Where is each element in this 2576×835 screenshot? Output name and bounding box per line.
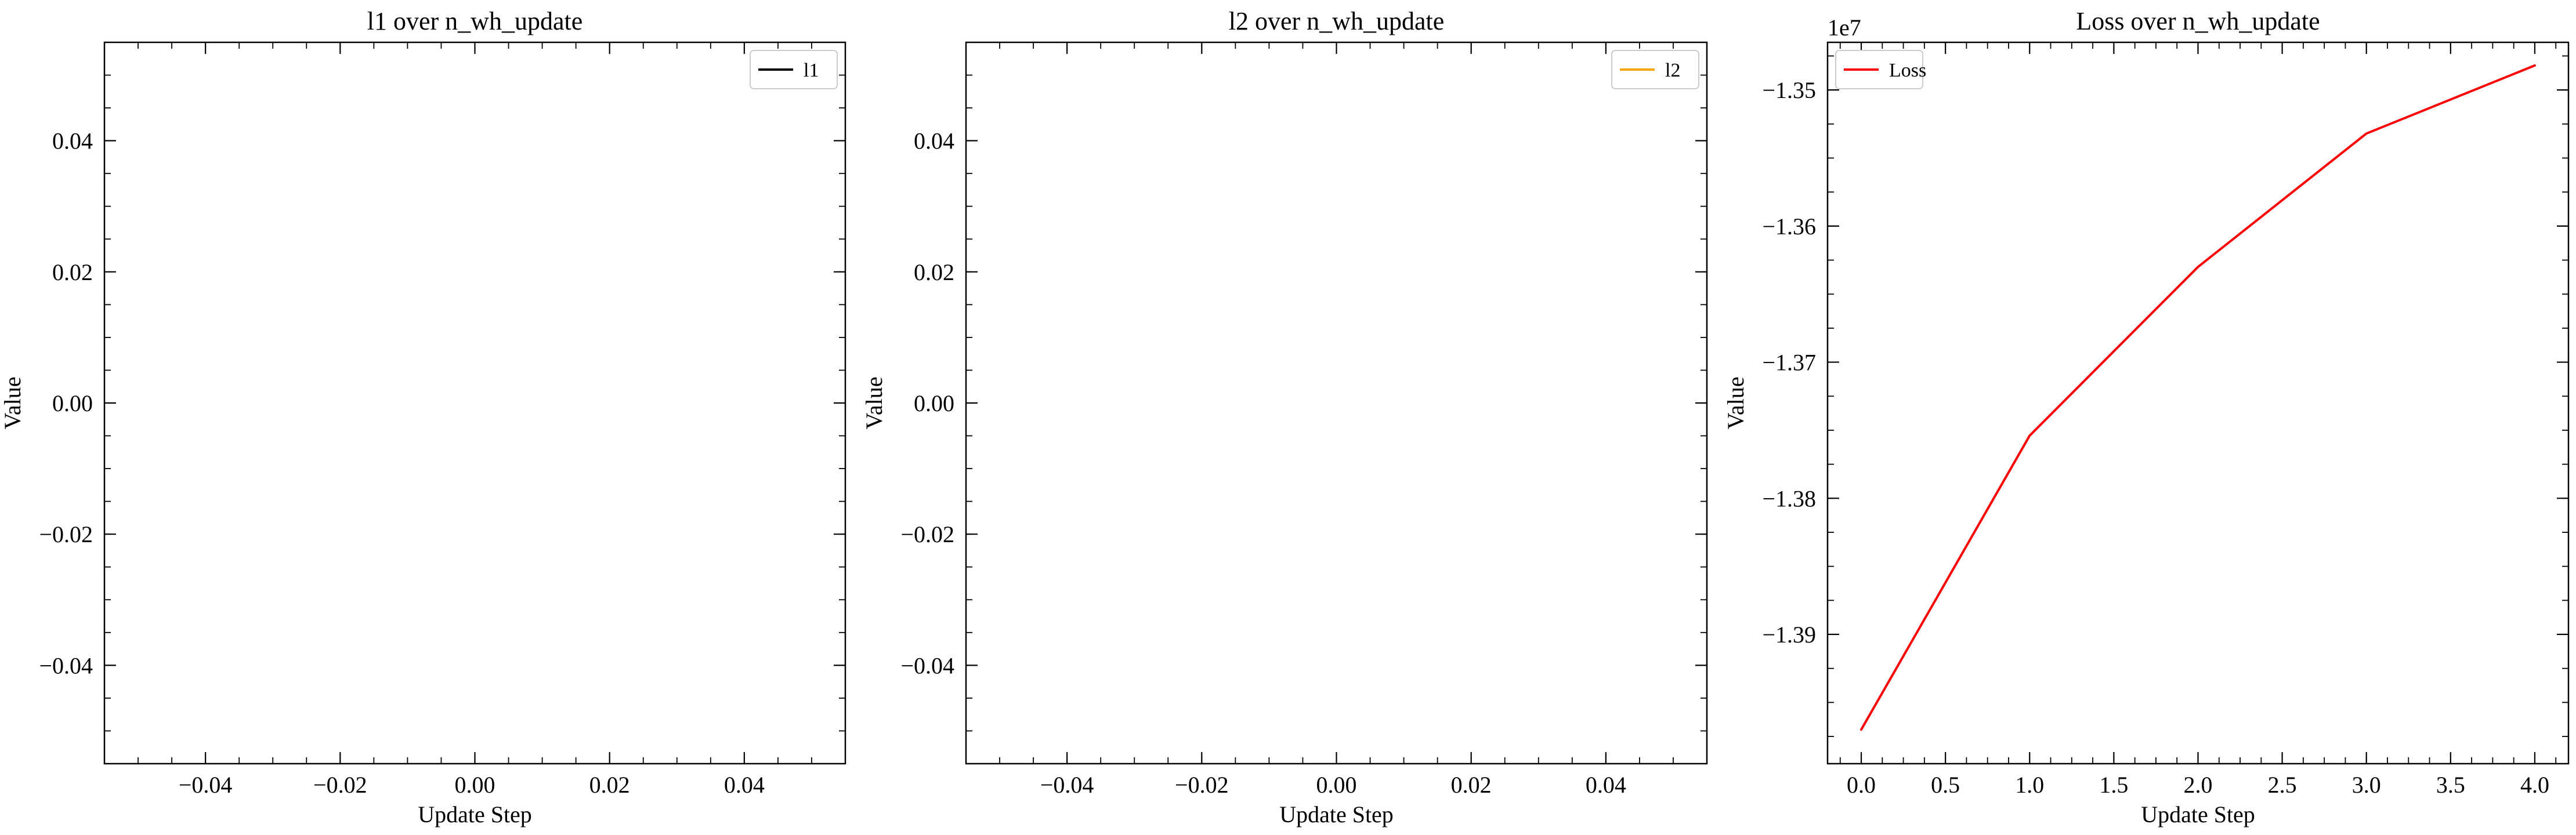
chart-panel-1: l1 over n_wh_update −0.04 −0.02 0.00 0.02 0.0… [0, 7, 846, 827]
y-axis-label: Value [861, 376, 887, 429]
y-tick-label: −1.35 [1762, 77, 1816, 103]
y-tick-label: −0.02 [900, 521, 954, 547]
legend-box [750, 50, 838, 89]
x-axis-label: Update Step [2141, 801, 2255, 827]
chart-panel-2: l2 over n_wh_update −0.04 −0.02 0.00 0.02 0.0… [861, 7, 1708, 827]
chart-title: l2 over n_wh_update [1229, 7, 1444, 35]
y-axis-label: Value [0, 376, 26, 429]
x-tick-label: 1.0 [2015, 772, 2044, 798]
plot-frame [103, 41, 846, 765]
y-tick-label: −0.04 [900, 652, 954, 678]
y-tick-label: 0.00 [914, 390, 954, 416]
y-tick-label: 0.02 [914, 259, 954, 285]
x-tick-label: −0.02 [1175, 772, 1229, 798]
x-tick-label: 3.0 [2352, 772, 2381, 798]
x-tick-label: 2.5 [2268, 772, 2297, 798]
axis-offset-text: 1e7 [1828, 14, 1861, 41]
y-tick-label: −0.02 [39, 521, 93, 547]
x-tick-label: 0.02 [1451, 772, 1492, 798]
x-axis-label: Update Step [418, 801, 532, 827]
y-tick-label: 0.00 [52, 390, 93, 416]
legend-label: l1 [804, 60, 819, 81]
x-tick-label: 0.00 [455, 772, 495, 798]
x-tick-label: 2.0 [2184, 772, 2213, 798]
x-tick-label: 0.5 [1931, 772, 1960, 798]
plot-frame [1826, 41, 2570, 765]
plot-frame [965, 41, 1708, 765]
x-tick-label: 4.0 [2520, 772, 2549, 798]
y-tick-label: −1.39 [1762, 622, 1816, 648]
x-tick-label: 0.04 [724, 772, 765, 798]
chart-title: l1 over n_wh_update [367, 7, 583, 35]
legend-box [1835, 50, 1923, 89]
x-tick-label: 0.0 [1847, 772, 1876, 798]
series-line-loss [1860, 64, 2536, 731]
legend: Loss [1835, 50, 1926, 89]
legend: l2 [1611, 50, 1699, 89]
x-tick-label: 1.5 [2099, 772, 2128, 798]
x-tick-label: 0.00 [1316, 772, 1357, 798]
y-tick-label: −1.36 [1762, 213, 1816, 239]
x-tick-label: 0.02 [589, 772, 630, 798]
legend-label: l2 [1665, 60, 1680, 81]
y-tick-label: 0.04 [914, 128, 954, 154]
y-tick-label: −0.04 [39, 652, 93, 678]
y-tick-label: −1.37 [1762, 350, 1816, 376]
chart-title: Loss over n_wh_update [2076, 7, 2320, 35]
x-tick-label: 0.04 [1586, 772, 1626, 798]
chart-panel-3: Loss over n_wh_update 0.0 0.5 1.0 1.5 2.0 2.5 3… [1723, 7, 2570, 827]
legend-box [1611, 50, 1699, 89]
x-tick-label: 3.5 [2436, 772, 2465, 798]
x-tick-label: −0.04 [1040, 772, 1094, 798]
x-tick-label: −0.02 [313, 772, 367, 798]
x-tick-label: −0.04 [179, 772, 233, 798]
y-tick-label: 0.02 [52, 259, 93, 285]
y-tick-label: 0.04 [52, 128, 93, 154]
legend-label: Loss [1889, 60, 1926, 81]
y-tick-label: −1.38 [1762, 485, 1816, 511]
y-axis-label: Value [1723, 376, 1749, 429]
legend: l1 [750, 50, 838, 89]
x-axis-label: Update Step [1279, 801, 1394, 827]
